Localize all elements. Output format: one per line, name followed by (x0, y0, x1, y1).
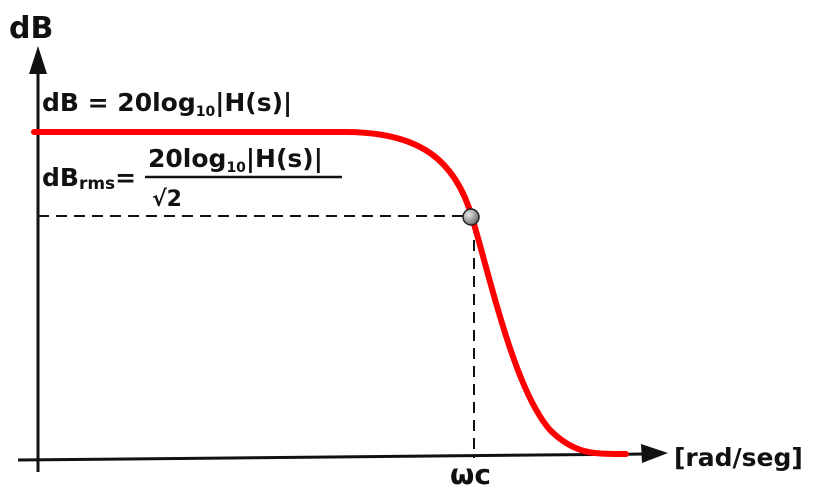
dbrms-equals: = (115, 163, 136, 192)
cutoff-point-marker (462, 208, 480, 226)
frequency-response-curve (31, 129, 629, 458)
db-formula-rhs: |H(s)| (215, 88, 292, 117)
db-formula-lhs: dB = 20log (42, 88, 196, 117)
dbrms-lhs-main: dB (42, 163, 79, 192)
dbrms-num-main: 20log (148, 144, 226, 173)
dbrms-lhs-sub: rms (79, 174, 115, 194)
x-axis-label: [rad/seg] (674, 443, 803, 472)
y-axis-label: dB (9, 11, 53, 46)
dbrms-num-rest: |H(s)| (246, 144, 323, 173)
dbrms-denominator: √2 (152, 187, 182, 212)
db-formula-sub: 10 (196, 104, 216, 120)
db-formula: dB = 20log10|H(s)| (42, 88, 292, 120)
y-axis-arrow (29, 46, 47, 74)
x-axis (17, 452, 645, 462)
dbrms-num-sub: 10 (226, 160, 246, 176)
dbrms-formula-lhs: dBrms= (42, 163, 136, 194)
x-axis-arrow (641, 444, 668, 463)
dbrms-numerator: 20log10|H(s)| (148, 144, 323, 176)
cutoff-label: ωc (450, 458, 491, 489)
